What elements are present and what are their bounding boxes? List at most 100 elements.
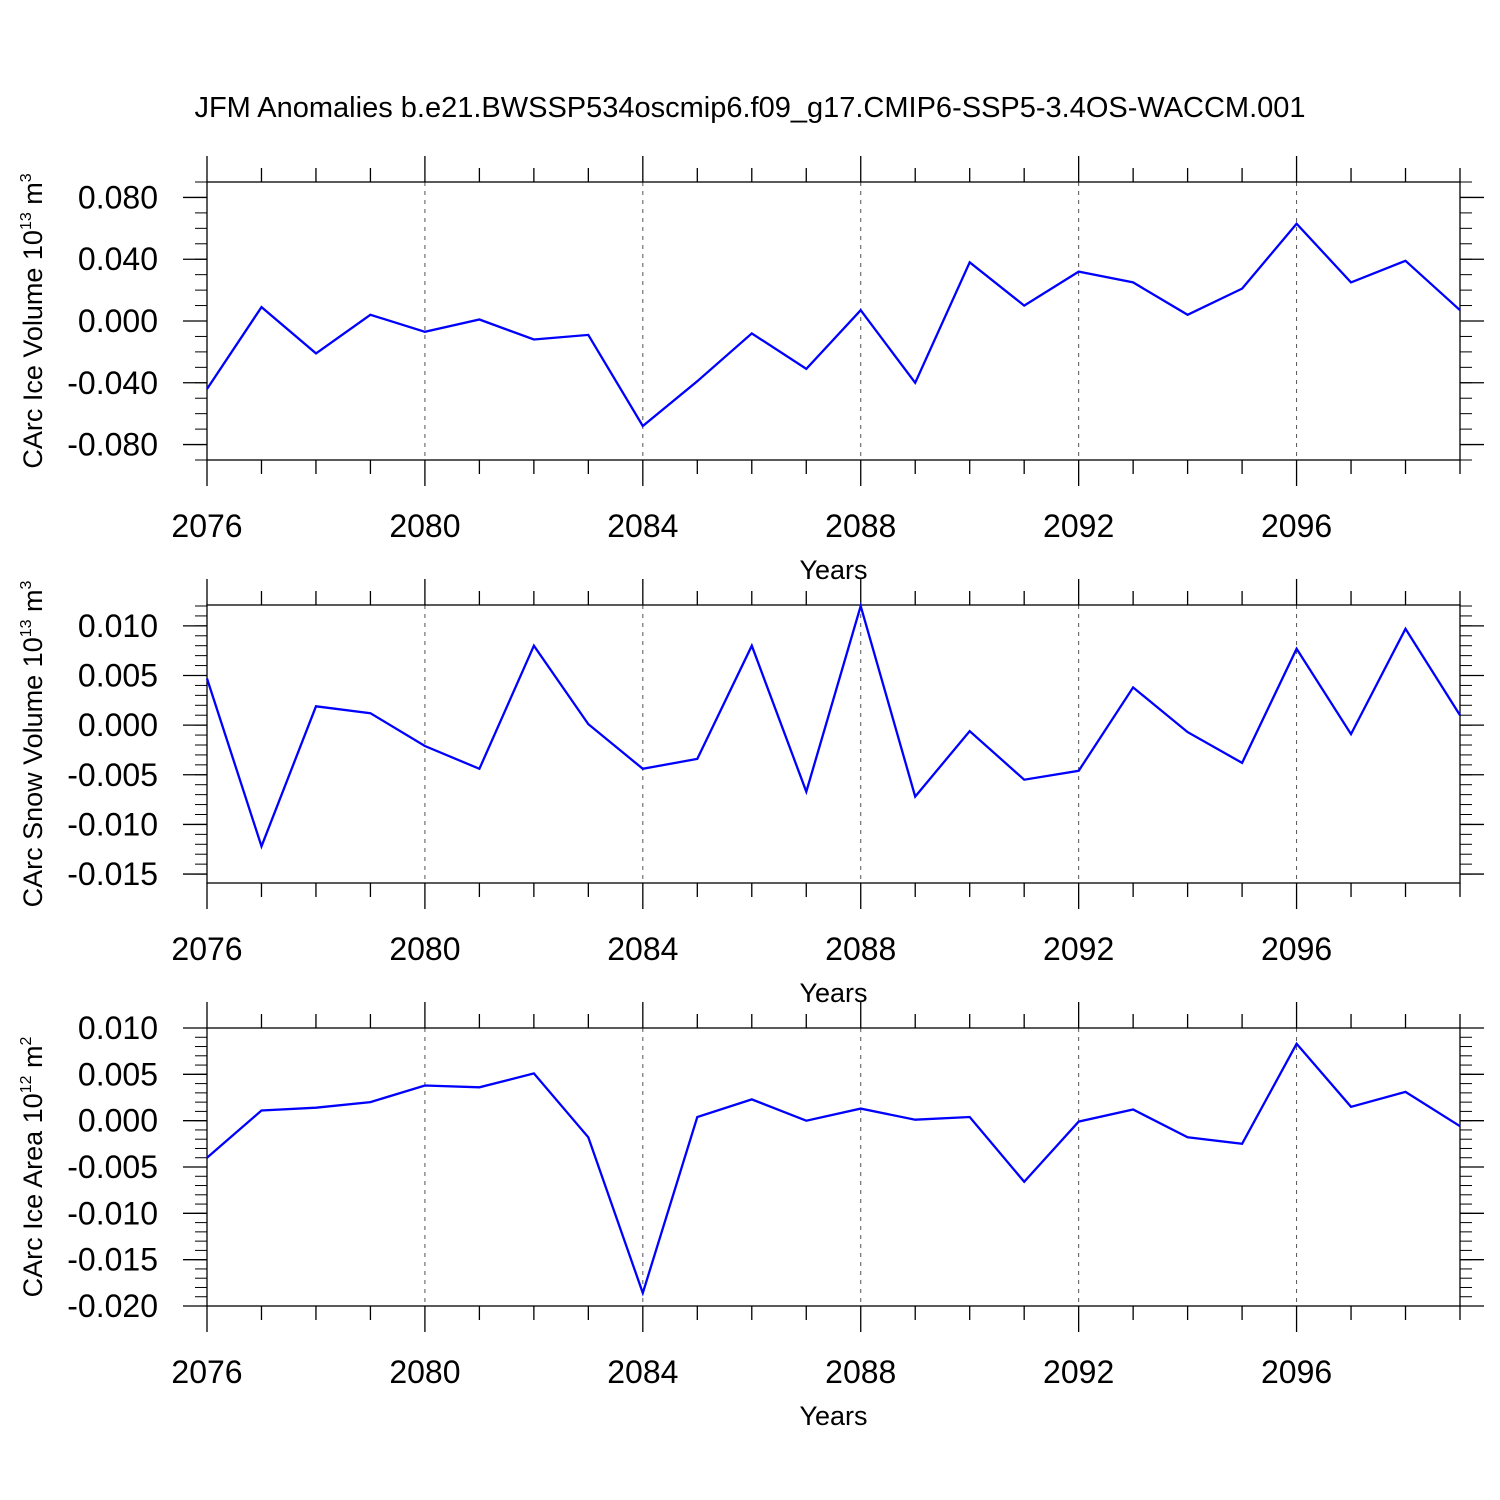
- data-point: [424, 331, 426, 333]
- y-tick-label: 0.000: [78, 303, 158, 339]
- y-tick-label: 0.010: [78, 1010, 158, 1046]
- x-axis-label: Years: [799, 1401, 867, 1431]
- data-point: [1077, 1120, 1079, 1122]
- x-tick-label: 2084: [607, 931, 678, 967]
- data-point: [1295, 647, 1297, 649]
- x-tick-label: 2076: [171, 508, 242, 544]
- y-tick-label: -0.005: [67, 757, 158, 793]
- chart-panel-3: 2076 2080 2084 2088 2092 2096 Years -0.020 -0.01…: [18, 1002, 1484, 1431]
- chart-title: JFM Anomalies b.e21.BWSSP534oscmip6.f09_…: [194, 92, 1306, 124]
- data-point: [1241, 1143, 1243, 1145]
- data-series-line: [206, 221, 1461, 428]
- y-axis-label: CArc Ice Volume 1013 m3: [18, 173, 48, 468]
- data-point: [751, 1098, 753, 1100]
- data-point: [478, 1086, 480, 1088]
- data-point: [1132, 1108, 1134, 1110]
- data-point: [1132, 281, 1134, 283]
- data-point: [1077, 770, 1079, 772]
- x-tick-label: 2088: [825, 931, 896, 967]
- x-tick-label: 2084: [607, 1354, 678, 1390]
- data-point: [968, 1116, 970, 1118]
- data-point: [696, 758, 698, 760]
- y-tick-label: -0.015: [67, 1242, 158, 1278]
- x-tick-label: 2088: [825, 508, 896, 544]
- data-point: [1023, 779, 1025, 781]
- y-axis-label-unit: m: [18, 589, 48, 619]
- data-point: [696, 380, 698, 382]
- y-tick-label: 0.005: [78, 657, 158, 693]
- data-point: [587, 723, 589, 725]
- data-point: [860, 1107, 862, 1109]
- data-point: [424, 745, 426, 747]
- y-tick-label: 0.000: [78, 1103, 158, 1139]
- data-point: [751, 332, 753, 334]
- y-axis-label: CArc Snow Volume 1013 m3: [18, 580, 48, 907]
- data-point: [1186, 314, 1188, 316]
- data-point: [642, 768, 644, 770]
- data-point: [1350, 733, 1352, 735]
- x-tick-label: 2080: [389, 1354, 460, 1390]
- y-axis-label-unit-exponent: 2: [18, 1037, 35, 1046]
- data-point: [1241, 287, 1243, 289]
- y-tick-label: 0.000: [78, 707, 158, 743]
- x-tick-label: 2092: [1043, 931, 1114, 967]
- data-point: [1404, 260, 1406, 262]
- x-tick-label: 2080: [389, 508, 460, 544]
- y-tick-label: -0.020: [67, 1288, 158, 1324]
- data-point: [206, 388, 208, 390]
- y-axis-label-exponent: 12: [18, 1075, 35, 1093]
- y-tick-label: 0.005: [78, 1056, 158, 1092]
- y-axis-label-unit-exponent: 3: [18, 173, 35, 182]
- data-point: [369, 1101, 371, 1103]
- data-point: [1077, 270, 1079, 272]
- x-tick-label: 2084: [607, 508, 678, 544]
- x-tick-label: 2088: [825, 1354, 896, 1390]
- data-point: [315, 705, 317, 707]
- data-point: [751, 645, 753, 647]
- data-point: [1295, 223, 1297, 225]
- data-point: [369, 314, 371, 316]
- data-point: [805, 790, 807, 792]
- data-point: [805, 1119, 807, 1121]
- data-point: [478, 318, 480, 320]
- data-point: [805, 368, 807, 370]
- data-series-line: [205, 601, 1461, 850]
- data-point: [1132, 686, 1134, 688]
- data-point: [642, 425, 644, 427]
- data-point: [1459, 714, 1461, 716]
- data-series-line: [206, 1041, 1461, 1297]
- data-point: [478, 768, 480, 770]
- x-tick-label: 2080: [389, 931, 460, 967]
- data-point: [1241, 762, 1243, 764]
- y-axis-label-main: CArc Ice Area 10: [18, 1093, 48, 1297]
- x-tick-label: 2096: [1261, 1354, 1332, 1390]
- data-point: [1459, 1125, 1461, 1127]
- y-axis-label-unit: m: [18, 1046, 48, 1076]
- x-tick-label: 2092: [1043, 508, 1114, 544]
- data-point: [1459, 309, 1461, 311]
- plot-frame: [206, 181, 1461, 461]
- data-point: [424, 1084, 426, 1086]
- y-tick-label: -0.010: [67, 806, 158, 842]
- data-point: [696, 1116, 698, 1118]
- data-point: [1404, 1091, 1406, 1093]
- x-axis-label: Years: [799, 978, 867, 1008]
- data-point: [206, 677, 208, 679]
- y-tick-label: 0.080: [78, 179, 158, 215]
- y-tick-label: 0.040: [78, 241, 158, 277]
- data-point: [1023, 304, 1025, 306]
- data-point: [1023, 1181, 1025, 1183]
- data-point: [860, 605, 862, 607]
- y-tick-label: 0.010: [78, 608, 158, 644]
- y-tick-label: -0.010: [67, 1195, 158, 1231]
- data-point: [1186, 1136, 1188, 1138]
- data-point: [1350, 1106, 1352, 1108]
- data-point: [1186, 731, 1188, 733]
- data-point: [1404, 628, 1406, 630]
- data-point: [260, 1109, 262, 1111]
- plot-frame: [206, 1027, 1461, 1307]
- data-point: [968, 730, 970, 732]
- x-tick-label: 2096: [1261, 508, 1332, 544]
- data-point: [533, 338, 535, 340]
- y-tick-label: -0.080: [67, 427, 158, 463]
